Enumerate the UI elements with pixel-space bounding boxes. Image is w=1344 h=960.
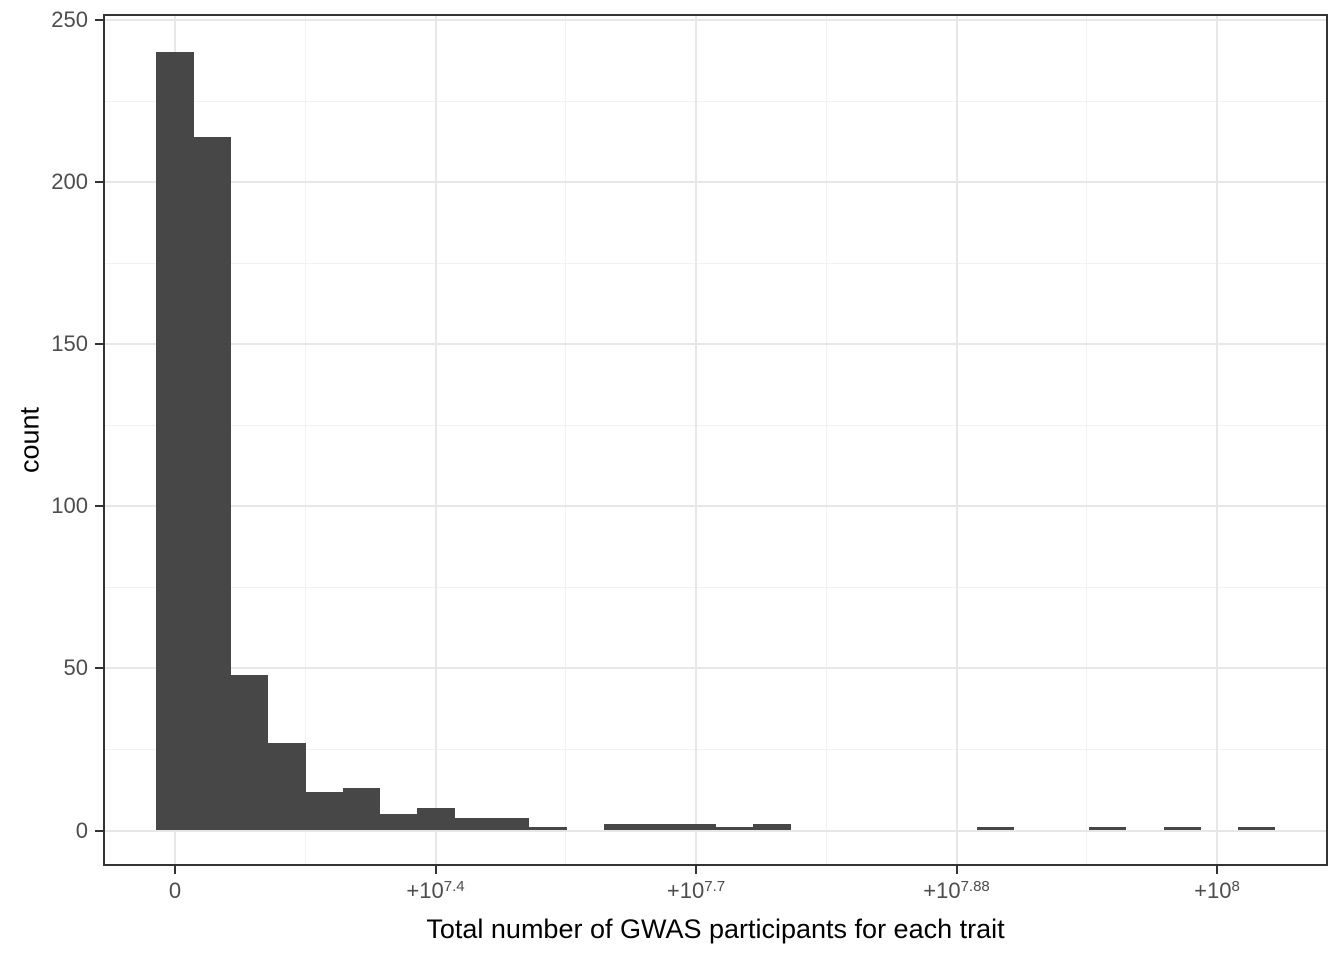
plot-panel (103, 14, 1328, 866)
histogram-bar (678, 824, 716, 831)
y-tick-mark (95, 829, 103, 832)
gridline-y-minor (103, 586, 1328, 588)
x-tick-mark (174, 866, 176, 874)
gridline-x-major (955, 14, 958, 866)
histogram-bar (753, 824, 791, 831)
x-tick-label-exponent: 7.88 (960, 878, 990, 895)
gridline-y-minor (103, 262, 1328, 264)
x-tick-label-base: +10 (1194, 878, 1232, 903)
histogram-bar (977, 827, 1015, 831)
histogram-bar (492, 817, 530, 831)
x-tick-mark (695, 866, 697, 874)
y-axis-title: count (14, 406, 45, 474)
y-tick-label: 200 (51, 169, 88, 195)
gridline-x-major (1216, 14, 1219, 866)
x-tick-mark (434, 866, 437, 874)
x-tick-label-exponent: 8 (1231, 878, 1240, 895)
gridline-x-minor (825, 14, 827, 866)
x-tick-label: +107.88 (867, 878, 1047, 904)
x-tick-label: +108 (1127, 878, 1307, 904)
histogram-bar (193, 136, 231, 831)
gridline-y-major (103, 505, 1328, 508)
x-tick-label-exponent: 7.4 (443, 878, 465, 895)
y-tick-mark (95, 343, 103, 346)
gridline-x-major (695, 14, 697, 866)
gridline-x-minor (1086, 14, 1088, 866)
histogram-bar (417, 807, 455, 831)
histogram-bar (1163, 827, 1201, 831)
gridline-y-major (103, 667, 1328, 670)
x-tick-label-base: +10 (666, 878, 705, 903)
x-tick-label: +107.7 (606, 878, 786, 904)
gridline-y-minor (103, 748, 1328, 750)
x-tick-label: 0 (85, 878, 265, 904)
histogram-bar (529, 827, 567, 831)
y-tick-label: 100 (51, 493, 88, 519)
x-tick-label-base: 0 (168, 878, 182, 903)
histogram-bar (641, 824, 679, 831)
histogram-bar (230, 674, 269, 831)
y-tick-mark (95, 181, 103, 184)
y-tick-mark (95, 667, 103, 670)
histogram-bar (454, 817, 493, 831)
y-tick-label: 150 (51, 331, 88, 357)
x-axis-title: Total number of GWAS participants for ea… (426, 914, 1005, 944)
gridline-y-minor (103, 100, 1328, 102)
histogram-bar (380, 814, 418, 831)
y-tick-mark (95, 18, 103, 21)
histogram-bar (268, 742, 306, 831)
x-tick-label-base: +10 (406, 878, 444, 903)
gridline-y-major (103, 829, 1328, 832)
gridline-y-major (103, 181, 1328, 184)
histogram-bar (1088, 827, 1127, 831)
histogram-bar (1238, 827, 1276, 831)
histogram-bar (305, 791, 343, 831)
histogram-bar (715, 827, 754, 831)
x-tick-label: +107.4 (346, 878, 526, 904)
gridline-x-minor (565, 14, 567, 866)
x-tick-label-exponent: 7.7 (704, 878, 726, 895)
x-tick-mark (955, 866, 958, 874)
y-tick-mark (95, 505, 103, 508)
gridline-x-minor (304, 14, 306, 866)
histogram-bar (604, 824, 642, 831)
x-tick-mark (1216, 866, 1219, 874)
gridline-y-major (103, 18, 1328, 21)
y-tick-label: 250 (51, 6, 88, 32)
y-tick-label: 50 (63, 655, 88, 681)
histogram-bar (156, 52, 194, 831)
y-tick-label: 0 (75, 817, 88, 843)
gridline-y-major (103, 343, 1328, 346)
gridline-x-major (434, 14, 437, 866)
x-tick-label-base: +10 (923, 878, 961, 903)
gridline-y-minor (103, 424, 1328, 426)
histogram-bar (342, 788, 381, 831)
